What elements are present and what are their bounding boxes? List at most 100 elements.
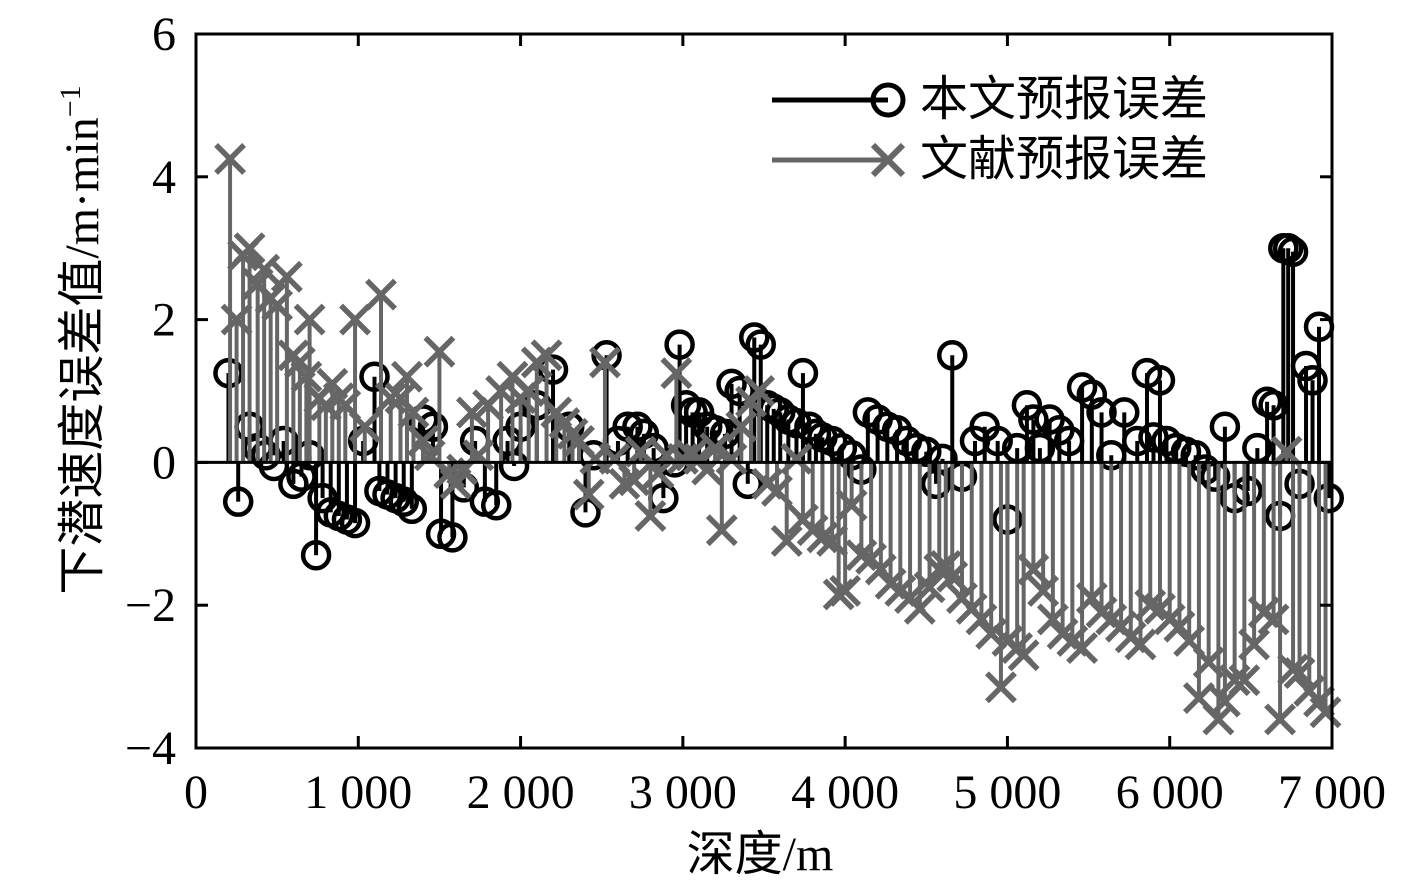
data-point bbox=[1297, 365, 1328, 396]
legend-label-series-1: 本文预报误差 bbox=[920, 73, 1208, 126]
legend-marker-series-1 bbox=[870, 82, 906, 118]
x-tick-label: 7 000 bbox=[1278, 766, 1386, 819]
data-point bbox=[537, 354, 569, 385]
x-tick-label: 5 000 bbox=[953, 766, 1061, 819]
x-tick-label: 0 bbox=[184, 766, 208, 819]
data-point bbox=[1124, 628, 1157, 661]
data-point bbox=[1209, 411, 1241, 442]
data-point bbox=[1228, 664, 1261, 697]
x-axis-label: 深度/m bbox=[687, 828, 834, 881]
y-tick-label: 6 bbox=[152, 8, 176, 61]
data-point bbox=[365, 278, 397, 311]
data-point bbox=[300, 539, 332, 571]
data-point bbox=[270, 260, 303, 293]
data-point bbox=[589, 346, 621, 379]
data-point bbox=[1264, 703, 1297, 736]
data-point bbox=[1018, 404, 1049, 435]
data-point bbox=[388, 486, 419, 517]
data-point bbox=[293, 303, 326, 336]
data-point bbox=[984, 671, 1017, 704]
series-layer bbox=[196, 143, 1345, 736]
data-point bbox=[716, 368, 747, 400]
y-tick-label: 0 bbox=[152, 436, 176, 489]
data-point bbox=[739, 322, 770, 353]
data-point bbox=[1007, 639, 1040, 672]
data-point bbox=[780, 442, 813, 475]
data-point bbox=[339, 507, 371, 539]
data-point bbox=[359, 361, 390, 392]
data-point bbox=[248, 253, 281, 286]
data-point bbox=[664, 329, 695, 360]
series-2 bbox=[214, 143, 1342, 736]
data-point bbox=[214, 143, 247, 175]
data-point bbox=[572, 478, 605, 511]
data-point bbox=[743, 375, 776, 407]
data-point bbox=[1109, 397, 1140, 428]
data-point bbox=[1309, 696, 1342, 729]
data-point bbox=[423, 335, 456, 368]
y-tick-label: 4 bbox=[152, 151, 176, 204]
legend-background bbox=[762, 62, 1302, 194]
y-axis-label-main: 下潜速度误差值/m·min bbox=[56, 117, 109, 594]
data-point bbox=[1257, 603, 1290, 636]
data-point bbox=[1202, 703, 1235, 736]
data-point bbox=[348, 410, 381, 443]
data-point bbox=[937, 340, 968, 371]
data-point bbox=[903, 592, 936, 625]
legend-label-series-2: 文献预报误差 bbox=[920, 133, 1208, 186]
data-point bbox=[233, 232, 266, 265]
data-point bbox=[1313, 482, 1345, 514]
data-point bbox=[397, 396, 430, 429]
data-point bbox=[1066, 632, 1099, 664]
y-axis-label: 下潜速度误差值/m·min−1 bbox=[54, 85, 109, 594]
data-point bbox=[911, 436, 942, 467]
y-tick-label: −2 bbox=[125, 579, 176, 632]
data-point bbox=[1238, 628, 1271, 661]
data-point bbox=[258, 450, 290, 482]
data-point bbox=[396, 493, 428, 525]
data-point bbox=[927, 443, 958, 475]
x-tick-label: 2 000 bbox=[467, 766, 575, 819]
y-tick-label: 2 bbox=[152, 294, 176, 347]
data-point bbox=[787, 357, 819, 389]
data-point bbox=[816, 524, 849, 557]
data-point bbox=[1277, 236, 1309, 268]
data-point bbox=[220, 303, 253, 336]
data-point bbox=[480, 489, 512, 521]
data-point bbox=[530, 339, 563, 372]
data-point bbox=[222, 486, 254, 517]
data-point bbox=[982, 425, 1013, 457]
data-point bbox=[455, 396, 488, 429]
data-point bbox=[618, 464, 651, 497]
x-tick-label: 3 000 bbox=[629, 766, 737, 819]
data-point bbox=[732, 468, 764, 500]
data-point bbox=[660, 357, 693, 390]
y-axis-label-superscript: −1 bbox=[54, 85, 87, 117]
data-point bbox=[417, 411, 449, 442]
data-point bbox=[913, 571, 946, 604]
x-tick-label: 1 000 bbox=[304, 766, 412, 819]
data-point bbox=[339, 303, 371, 336]
data-point bbox=[1086, 397, 1117, 428]
data-point bbox=[1144, 365, 1176, 396]
data-point bbox=[1011, 390, 1043, 421]
ticks-layer: 0 1 000 2 000 3 000 4 000 5 000 6 000 7 000 −4 −2… bbox=[125, 8, 1386, 819]
data-point bbox=[290, 360, 323, 393]
data-point bbox=[705, 514, 738, 547]
data-point bbox=[699, 432, 732, 465]
data-point bbox=[622, 411, 653, 442]
data-point bbox=[770, 524, 803, 557]
data-point bbox=[745, 329, 777, 360]
plot-frame bbox=[194, 32, 1334, 750]
data-point bbox=[1122, 425, 1153, 457]
data-point bbox=[437, 522, 468, 553]
data-point bbox=[634, 500, 667, 532]
x-tick-label: 4 000 bbox=[791, 766, 899, 819]
legend-marker-series-2 bbox=[870, 142, 906, 178]
data-point bbox=[829, 574, 862, 607]
legend: 本文预报误差 文献预报误差 bbox=[762, 62, 1302, 194]
data-point bbox=[278, 468, 309, 500]
data-point bbox=[1272, 232, 1304, 264]
x-tick-label: 6 000 bbox=[1116, 766, 1224, 819]
